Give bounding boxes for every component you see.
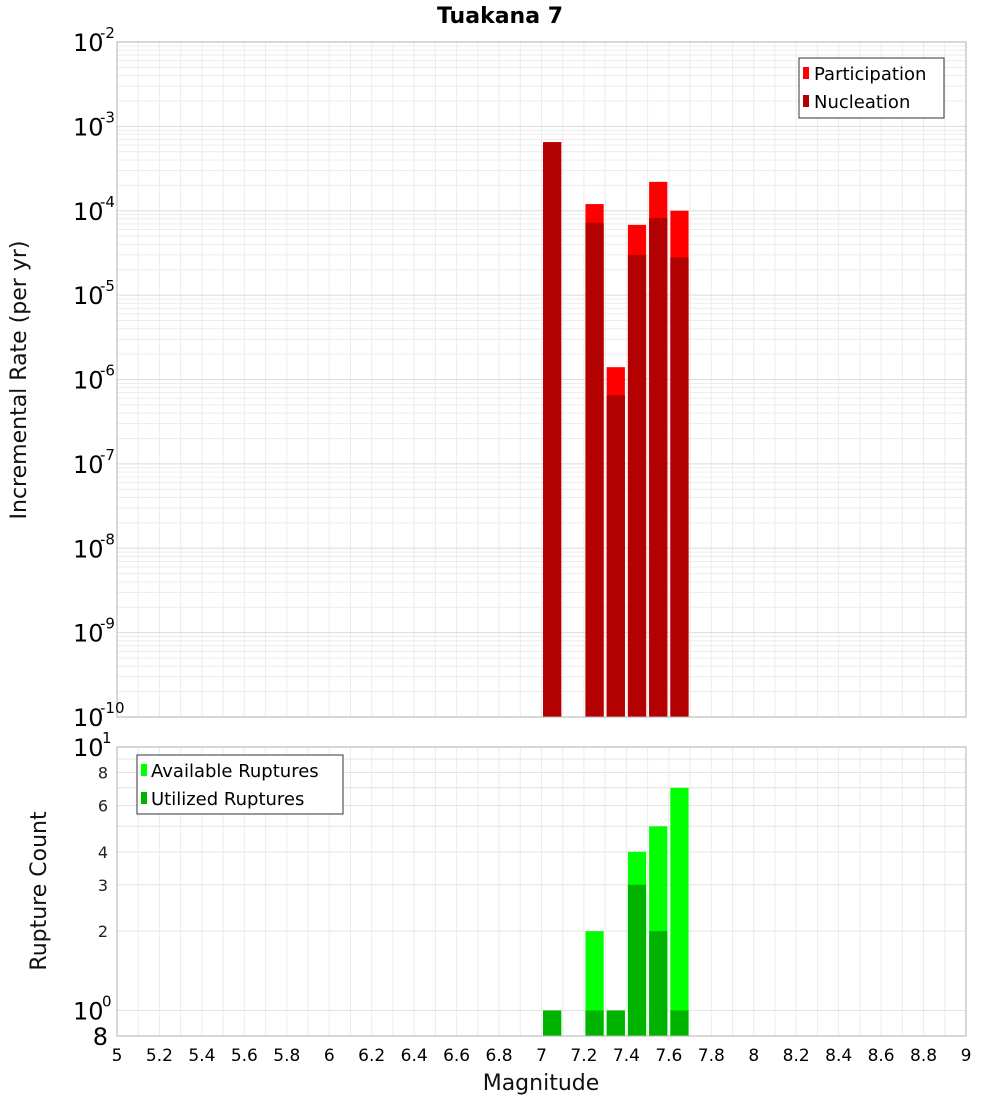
top-bar-nucleation bbox=[649, 218, 668, 717]
bottom-y-axis-label: Rupture Count bbox=[27, 811, 52, 971]
bottom-bar-utilized-ruptures bbox=[606, 1010, 625, 1036]
bottom-y-tick-exponent: 1 bbox=[102, 729, 112, 747]
top-y-tick-exponent: -4 bbox=[100, 193, 115, 211]
x-tick-label: 5 bbox=[112, 1046, 123, 1066]
top-y-tick-label: 10 bbox=[73, 620, 104, 648]
top-y-tick-label: 10 bbox=[73, 451, 104, 479]
x-tick-label: 7.8 bbox=[698, 1046, 725, 1066]
top-y-tick-labels: 10-210-310-410-510-610-710-810-910-10 bbox=[73, 24, 125, 732]
x-tick-label: 5.2 bbox=[146, 1046, 173, 1066]
legend-swatch-available bbox=[141, 764, 147, 776]
x-tick-label: 8.6 bbox=[868, 1046, 895, 1066]
x-tick-label: 5.6 bbox=[231, 1046, 258, 1066]
x-tick-label: 5.4 bbox=[188, 1046, 215, 1066]
bottom-bars bbox=[543, 787, 689, 1036]
bottom-y-tick-label: 2 bbox=[98, 922, 108, 941]
bottom-bar-utilized-ruptures bbox=[649, 931, 668, 1036]
top-y-tick-exponent: -6 bbox=[100, 362, 115, 380]
bottom-bar-utilized-ruptures bbox=[627, 884, 647, 1036]
top-y-tick-exponent: -8 bbox=[100, 530, 115, 548]
bottom-legend-box bbox=[136, 754, 344, 815]
top-plot-frame bbox=[116, 41, 967, 718]
bottom-y-tick-label: 3 bbox=[98, 876, 108, 895]
top-y-tick-label: 10 bbox=[73, 198, 104, 226]
top-y-tick-exponent: -10 bbox=[100, 699, 125, 717]
legend-swatch-utilized bbox=[141, 792, 147, 804]
bottom-y-tick-label: 8 bbox=[98, 764, 108, 783]
x-tick-label: 6.4 bbox=[401, 1046, 428, 1066]
top-legend: Participation Nucleation bbox=[798, 57, 945, 119]
x-tick-label: 7.6 bbox=[655, 1046, 682, 1066]
legend-label-utilized: Utilized Ruptures bbox=[151, 789, 304, 810]
bottom-x-tick-labels: 5 5.2 5.4 5.6 5.8 6 6.2 6.4 6.6 6.8 7 7.2 7.4 7.6 7.8 8… bbox=[112, 1046, 972, 1066]
top-bar-nucleation bbox=[670, 257, 689, 717]
bottom-y-tick-label: 6 bbox=[98, 796, 108, 815]
top-y-tick-label: 10 bbox=[73, 535, 104, 563]
top-y-tick-label: 10 bbox=[73, 367, 104, 395]
x-tick-label: 8.8 bbox=[910, 1046, 937, 1066]
x-tick-label: 8.4 bbox=[825, 1046, 852, 1066]
top-y-tick-exponent: -7 bbox=[100, 446, 115, 464]
x-tick-label: 7.4 bbox=[613, 1046, 640, 1066]
x-tick-label: 6.8 bbox=[486, 1046, 513, 1066]
top-y-tick-label: 10 bbox=[73, 113, 104, 141]
top-bar-nucleation bbox=[627, 254, 647, 717]
x-tick-label: 8.2 bbox=[783, 1046, 810, 1066]
top-y-tick-exponent: -3 bbox=[100, 108, 115, 126]
x-tick-label: 8 bbox=[748, 1046, 759, 1066]
bottom-plot-frame bbox=[116, 746, 967, 1037]
bottom-bar-available-ruptures bbox=[670, 787, 689, 1036]
legend-swatch-nucleation bbox=[803, 95, 809, 107]
x-tick-label: 9 bbox=[961, 1046, 972, 1066]
x-tick-label: 6 bbox=[324, 1046, 335, 1066]
legend-label-nucleation: Nucleation bbox=[814, 92, 910, 113]
legend-label-available: Available Ruptures bbox=[151, 761, 319, 782]
top-bar-nucleation bbox=[606, 395, 625, 717]
x-tick-label: 7.2 bbox=[570, 1046, 597, 1066]
bottom-bar-utilized-ruptures bbox=[670, 1010, 689, 1036]
chart-title: Tuakana 7 bbox=[437, 4, 563, 29]
x-tick-label: 5.8 bbox=[273, 1046, 300, 1066]
bottom-y-tick-label: 4 bbox=[98, 843, 108, 862]
x-tick-label: 7 bbox=[536, 1046, 547, 1066]
bottom-bar-utilized-ruptures bbox=[543, 1010, 562, 1036]
top-y-tick-exponent: -2 bbox=[100, 24, 115, 42]
bottom-legend: Available Ruptures Utilized Ruptures bbox=[136, 754, 344, 815]
bottom-bar-available-ruptures bbox=[585, 931, 604, 1036]
top-y-axis-label: Incremental Rate (per yr) bbox=[7, 241, 32, 520]
bottom-y-tick-label: 8 bbox=[93, 1023, 108, 1051]
bottom-y-tick-label: 10 bbox=[73, 997, 104, 1025]
bottom-bar-utilized-ruptures bbox=[585, 1010, 604, 1036]
top-bar-nucleation bbox=[585, 222, 604, 717]
bottom-gridlines bbox=[116, 746, 967, 1036]
legend-swatch-participation bbox=[803, 67, 809, 79]
x-tick-label: 6.6 bbox=[443, 1046, 470, 1066]
top-y-tick-label: 10 bbox=[73, 29, 104, 57]
top-gridlines bbox=[116, 42, 967, 718]
top-bars bbox=[543, 142, 689, 718]
top-y-tick-label: 10 bbox=[73, 704, 104, 732]
top-y-tick-exponent: -9 bbox=[100, 615, 115, 633]
top-bar-nucleation bbox=[543, 142, 562, 718]
top-legend-box bbox=[798, 57, 945, 119]
top-y-tick-exponent: -5 bbox=[100, 277, 115, 295]
bottom-y-tick-exponent: 0 bbox=[102, 992, 112, 1010]
x-axis-label: Magnitude bbox=[483, 1071, 600, 1096]
legend-label-participation: Participation bbox=[814, 64, 926, 85]
x-tick-label: 6.2 bbox=[358, 1046, 385, 1066]
top-y-tick-label: 10 bbox=[73, 282, 104, 310]
top-plot-panel: 10-210-310-410-510-610-710-810-910-10 In… bbox=[7, 24, 967, 732]
bottom-y-tick-label: 10 bbox=[73, 734, 104, 762]
